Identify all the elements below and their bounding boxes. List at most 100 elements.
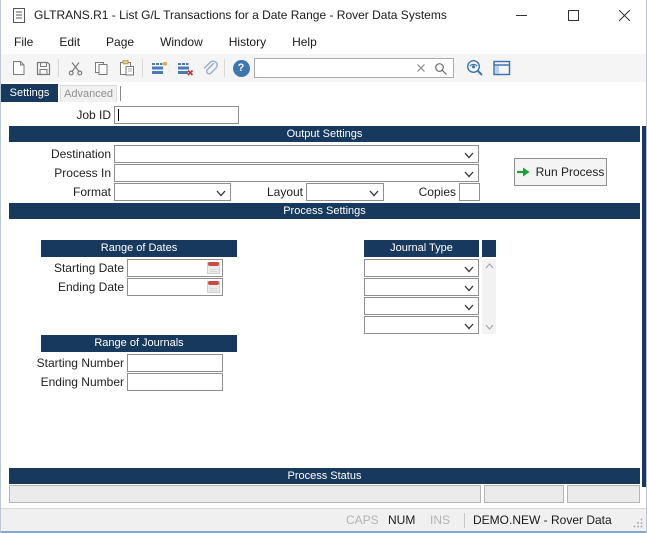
process-in-label: Process In [54, 166, 111, 180]
help-button[interactable]: ? [229, 57, 253, 79]
insert-mode-indicator: INS [430, 513, 451, 527]
minimize-icon [515, 15, 527, 16]
save-icon [36, 61, 50, 75]
window-bottom-border [1, 531, 646, 533]
destination-label: Destination [50, 147, 111, 161]
new-document-icon [12, 61, 24, 75]
process-status-header: Process Status [9, 468, 640, 484]
ending-date-label: Ending Date [57, 280, 124, 294]
starting-date-field[interactable] [127, 259, 223, 277]
menu-page[interactable]: Page [106, 35, 135, 49]
range-of-journals-header: Range of Journals [41, 335, 237, 352]
range-of-dates-header: Range of Dates [41, 240, 237, 257]
output-settings-header: Output Settings [9, 126, 640, 142]
close-button[interactable] [601, 0, 646, 31]
search-clear-icon[interactable] [415, 62, 427, 74]
copies-input[interactable] [460, 185, 479, 201]
format-combobox[interactable] [114, 183, 231, 201]
maximize-icon [567, 10, 579, 21]
journal-type-combobox-3[interactable] [364, 297, 479, 315]
scroll-up-button[interactable] [482, 259, 496, 273]
delete-row-button[interactable] [173, 57, 197, 79]
caps-lock-indicator: CAPS [346, 513, 379, 527]
save-button[interactable] [31, 57, 55, 79]
help-icon: ? [232, 59, 250, 77]
process-status-message [9, 485, 481, 503]
calendar-icon-top [208, 281, 219, 285]
close-icon [619, 10, 630, 21]
job-id-label: Job ID [76, 108, 111, 122]
title-bar: GLTRANS.R1 - List G/L Transactions for a… [1, 0, 646, 31]
scroll-down-button[interactable] [482, 320, 496, 334]
chevron-down-icon [464, 304, 474, 311]
ending-date-input[interactable] [128, 280, 204, 296]
process-in-combobox[interactable] [114, 164, 479, 182]
ending-date-field[interactable] [127, 278, 223, 296]
minimize-button[interactable] [498, 0, 544, 31]
tab-separator [120, 86, 121, 101]
journal-type-combobox-4[interactable] [364, 316, 479, 334]
starting-number-input[interactable] [128, 356, 222, 372]
starting-number-label: Starting Number [36, 356, 124, 370]
ending-number-input[interactable] [128, 375, 222, 391]
menu-help[interactable]: Help [292, 35, 317, 49]
destination-combobox[interactable] [114, 145, 479, 163]
layout-view-button[interactable] [490, 57, 514, 79]
statusbar-separator [464, 513, 465, 528]
insert-row-button[interactable] [147, 57, 171, 79]
resize-grip[interactable] [633, 518, 643, 528]
starting-date-input[interactable] [128, 261, 204, 277]
status-bar: CAPS NUM INS DEMO.NEW - Rover Data Syste… [1, 508, 646, 531]
calendar-icon[interactable] [207, 281, 220, 293]
tab-advanced[interactable]: Advanced [60, 85, 117, 102]
run-process-button[interactable]: Run Process [514, 158, 607, 186]
copy-button[interactable] [89, 57, 113, 79]
run-process-label: Run Process [535, 165, 605, 179]
menu-file[interactable]: File [14, 35, 34, 49]
ending-number-label: Ending Number [40, 375, 124, 389]
preview-button[interactable] [463, 57, 487, 79]
chevron-down-icon [464, 152, 474, 159]
process-settings-header: Process Settings [9, 203, 640, 219]
format-label: Format [72, 185, 111, 199]
job-id-input[interactable] [115, 108, 238, 124]
menu-history[interactable]: History [228, 35, 267, 49]
starting-number-field[interactable] [127, 354, 223, 372]
maximize-button[interactable] [550, 0, 596, 31]
tab-settings[interactable]: Settings [1, 84, 58, 102]
starting-date-label: Starting Date [53, 261, 124, 275]
job-id-field[interactable] [114, 106, 239, 124]
attach-button[interactable] [198, 57, 222, 79]
cut-button[interactable] [63, 57, 87, 79]
paste-button[interactable] [115, 57, 139, 79]
layout-panel-icon [493, 60, 511, 76]
menu-edit[interactable]: Edit [59, 35, 81, 49]
chevron-down-icon [464, 323, 474, 330]
copies-field[interactable] [459, 183, 480, 201]
journal-type-combobox-2[interactable] [364, 278, 479, 296]
copies-label: Copies [418, 185, 456, 199]
journal-type-combobox-1[interactable] [364, 259, 479, 277]
chevron-down-icon [464, 171, 474, 178]
calendar-icon-line [210, 288, 217, 289]
session-label: DEMO.NEW - Rover Data Systems [473, 513, 612, 527]
insert-row-icon [152, 61, 167, 74]
journal-type-header-cap [482, 240, 496, 257]
journal-type-scrollbar[interactable] [482, 259, 496, 334]
layout-combobox[interactable] [306, 183, 384, 201]
search-icon[interactable] [434, 62, 448, 76]
chevron-down-icon [485, 324, 493, 330]
paste-icon [120, 60, 134, 76]
toolbar-separator [224, 59, 225, 77]
journal-type-header: Journal Type [364, 240, 479, 257]
menu-window[interactable]: Window [160, 35, 203, 49]
calendar-icon-line [210, 269, 217, 270]
calendar-icon[interactable] [207, 262, 220, 274]
chevron-down-icon [216, 190, 226, 197]
new-document-button[interactable] [6, 57, 30, 79]
right-edge-strip [642, 126, 646, 487]
ending-number-field[interactable] [127, 373, 223, 391]
search-input[interactable] [258, 60, 416, 76]
app-document-icon [13, 8, 25, 23]
